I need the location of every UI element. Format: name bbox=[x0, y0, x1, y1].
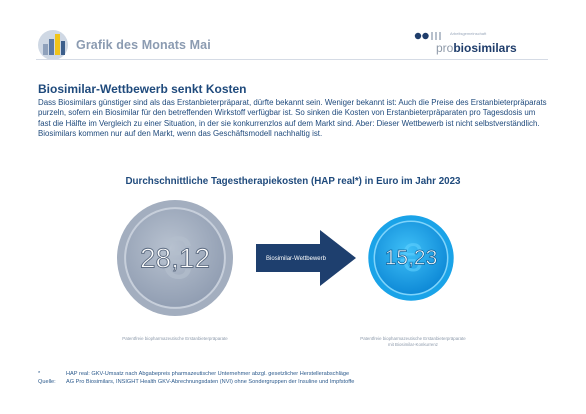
brand-subtitle: Arbeitsgemeinschaft bbox=[450, 31, 487, 36]
header-title: Grafik des Monats Mai bbox=[76, 38, 211, 52]
chart-title: Durchschnittliche Tagestherapiekosten (H… bbox=[125, 176, 461, 187]
arrow-label: Biosimilar-Wettbewerb bbox=[266, 256, 327, 262]
caption-line: mit Biosimilar-Konkurrenz bbox=[387, 342, 439, 347]
intro-text: Dass Biosimilars günstiger sind als das … bbox=[38, 98, 547, 138]
value-label-erstanbieter: 28,12 bbox=[140, 243, 210, 274]
footnote-source: Quelle: AG Pro Biosimilars, INSIGHT Healt… bbox=[38, 379, 354, 385]
header-divider bbox=[36, 59, 548, 60]
chart-logo-icon bbox=[38, 30, 68, 60]
brand-name: probiosimilars bbox=[436, 41, 517, 55]
coin-mit-konkurrenz-face bbox=[373, 220, 449, 296]
footnote-hap: * HAP real: GKV-Umsatz nach Abgabepreis p… bbox=[38, 371, 349, 377]
arrow-biosimilar-wettbewerb: Biosimilar-Wettbewerb bbox=[256, 230, 356, 286]
brand-dots-icon bbox=[414, 32, 441, 40]
category-label-mit-konkurrenz: Patentfreie biopharmazeutische Erstanbie… bbox=[318, 336, 508, 348]
caption-line: Patentfreie biopharmazeutische Erstanbie… bbox=[360, 336, 466, 341]
value-label-mit-konkurrenz: 15,23 bbox=[385, 247, 438, 270]
section-heading: Biosimilar-Wettbewerb senkt Kosten bbox=[38, 82, 247, 96]
brand-bio: biosimilars bbox=[453, 41, 517, 55]
category-label-erstanbieter: Patentfreie biopharmazeutische Erstanbie… bbox=[80, 336, 270, 342]
euro-watermark-icon: € bbox=[400, 236, 422, 280]
footnote-text: AG Pro Biosimilars, INSIGHT Health GKV-A… bbox=[66, 379, 355, 385]
coin-mit-konkurrenz: € 15,23 bbox=[368, 215, 454, 301]
brand-pro: pro bbox=[436, 41, 454, 55]
brand-logo: Arbeitsgemeinschaft probiosimilars bbox=[414, 28, 554, 58]
footnote-text: HAP real: GKV-Umsatz nach Abgabepreis ph… bbox=[66, 371, 350, 377]
chart-area: € 28,12 Biosimilar-Wettbewerb € 15,23 bbox=[117, 200, 454, 316]
euro-watermark-icon: € bbox=[158, 225, 191, 292]
footnote-tag: Quelle: bbox=[38, 379, 56, 385]
caption-line: Patentfreie biopharmazeutische Erstanbie… bbox=[122, 336, 228, 341]
coin-erstanbieter-face bbox=[124, 207, 226, 309]
coin-erstanbieter: € 28,12 bbox=[117, 200, 233, 316]
footnote-tag: * bbox=[38, 371, 41, 377]
